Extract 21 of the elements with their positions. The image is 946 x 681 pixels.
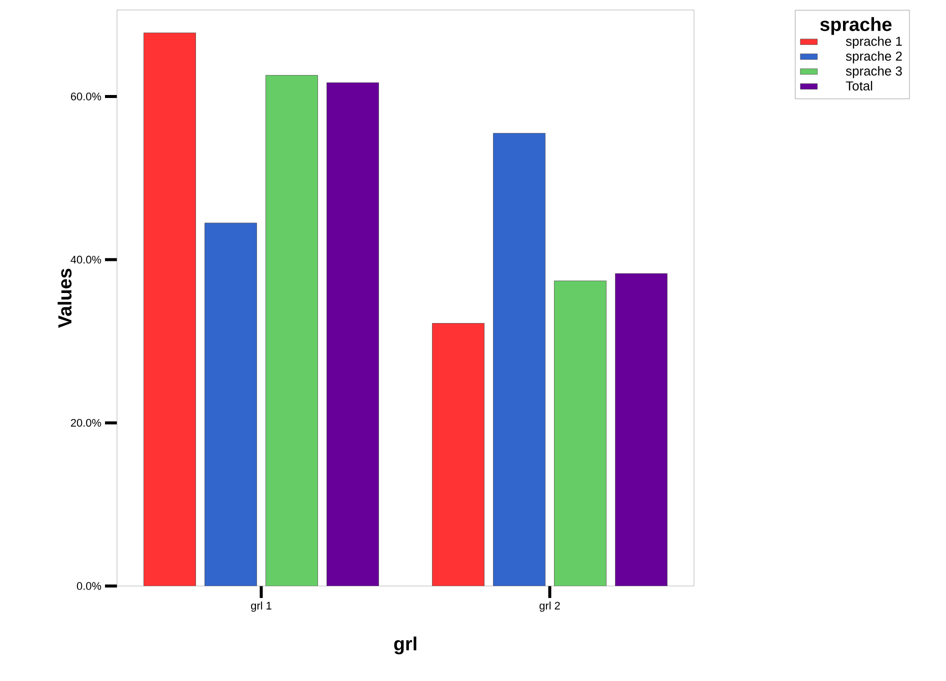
x-axis-title: grl: [394, 636, 416, 654]
bar: [554, 280, 606, 586]
y-tick-label: 0.0%: [76, 582, 102, 590]
bar: [432, 323, 484, 586]
x-tick-label: grl 1: [251, 602, 272, 612]
bar: [615, 273, 668, 586]
bar: [144, 32, 196, 586]
y-tick-label: 60.0%: [70, 92, 102, 100]
bar: [204, 222, 257, 586]
legend-label: sprache 2: [846, 51, 902, 64]
legend-label: Total: [846, 80, 872, 90]
legend-label: sprache 3: [846, 66, 902, 78]
legend-title: sprache: [820, 17, 892, 35]
y-axis-title: Values: [58, 268, 72, 328]
legend-label: sprache 1: [846, 36, 902, 48]
y-tick-label: 40.0%: [70, 256, 102, 264]
bar: [266, 75, 318, 586]
x-tick-label: grl 2: [540, 602, 560, 612]
bar: [493, 132, 546, 586]
y-tick-label: 20.0%: [70, 418, 102, 427]
bar: [326, 82, 379, 586]
